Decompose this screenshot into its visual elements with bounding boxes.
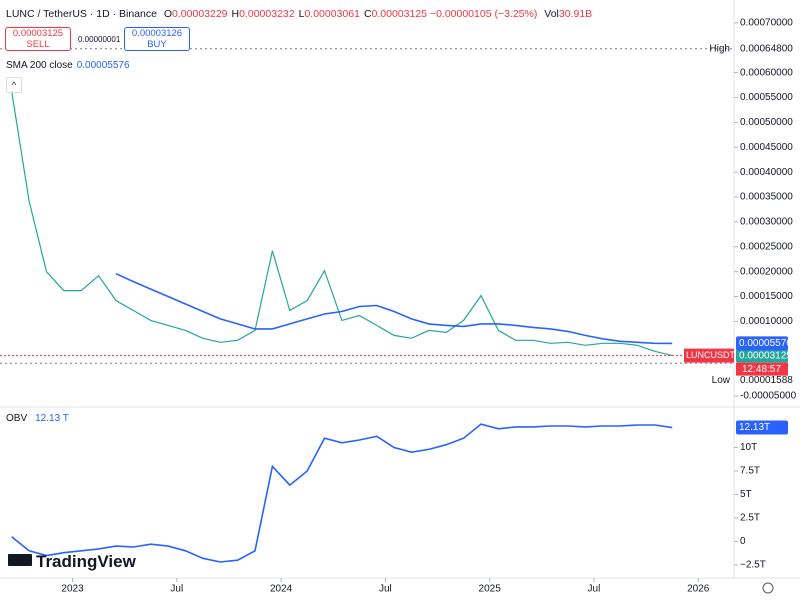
y-tick-label: 0.00035000 [740,192,793,203]
change: −0.00000105 (−3.25%) [429,8,538,20]
ohlc-key: H [231,8,240,20]
y-tick-label: 0.00020000 [740,266,793,277]
y-tick-label: 5T [740,489,752,500]
last-value-tag [736,420,788,435]
y-tick-label: 0.00070000 [740,18,793,29]
y-tick-label: 2.5T [740,513,760,524]
y-tick-label: 0 [740,536,746,547]
x-tick-label: Jul [379,584,392,595]
ohlc-key: C [363,8,372,20]
countdown-tag [736,362,788,376]
last-value-label: 12.13T [739,422,770,433]
collapse-button[interactable]: ^ [6,77,22,93]
high-label: High [709,43,730,54]
x-tick-label: 2026 [687,584,710,595]
y-tick-label: 0.00060000 [740,67,793,78]
indicator-name: SMA 200 close [6,60,73,71]
last-value-label: 0.00003125 [739,350,792,361]
volume-label: Vol [544,8,559,20]
settings-icon [762,582,774,594]
y-tick-label: 0.00010000 [740,316,793,327]
x-tick-label: 2023 [61,584,84,595]
logo [8,554,32,566]
ohlc-key: L [298,8,305,20]
series-line [11,91,673,357]
brand-name: TradingView [36,552,136,571]
ohlc-value: 0.00003229 [172,8,228,20]
y-tick-label: 0.00050000 [740,117,793,128]
series-line [115,272,673,345]
symbol-tag [684,348,734,363]
low-value: 0.00001588 [740,375,793,386]
y-tick-label: 0.00040000 [740,167,793,178]
buy-price: 0.00003126 [131,28,183,39]
y-tick-label: 0.00045000 [740,142,793,153]
ohlc-value: 0.00003061 [304,8,360,20]
y-tick-label: 0.00055000 [740,92,793,103]
buy-label: BUY [147,39,167,50]
ohlc-key: O [163,8,173,20]
obv-value: 12.13 T [35,413,69,424]
last-value-tag [736,348,788,363]
x-tick-label: Jul [588,584,601,595]
spread: 0.00000001 [78,35,121,44]
branding[interactable]: TradingView [8,552,136,572]
y-tick-label: 7.5T [740,466,760,477]
y-tick-label: 0.00015000 [740,291,793,302]
indicator-legend[interactable]: SMA 200 close 0.00005576 [6,60,130,71]
x-tick-label: 2024 [270,584,293,595]
obv-legend: OBV 12.13 T [6,413,69,424]
y-tick-label: −2.5T [740,560,766,571]
volume: 30.91B [558,8,593,20]
last-value-label: 0.00005576 [739,338,792,349]
symbol-tag-label: LUNCUSDT [686,350,736,360]
high-value: 0.00064800 [740,43,793,54]
ohlc: O0.00003229 H0.00003232 L0.00003061 C0.0000… [160,8,427,20]
ohlc-value: 0.00003125 [371,8,428,20]
countdown-label: 12:48:57 [742,364,781,375]
symbol[interactable]: LUNC / TetherUS · 1D · Binance [6,8,157,20]
obv-title: OBV [6,413,28,424]
low-label: Low [712,375,731,386]
indicator-value: 0.00005576 [76,60,130,71]
sell-label: SELL [26,39,50,50]
y-tick-label: 10T [740,442,757,453]
last-value-tag [736,336,788,351]
y-tick-label: 0.00030000 [740,217,793,228]
sell-button[interactable]: 0.00003125 SELL [5,27,71,51]
y-tick-label: 0.00025000 [740,241,793,252]
series-line [11,423,673,563]
symbol-header: LUNC / TetherUS · 1D · Binance O0.000032… [6,8,592,20]
y-tick-label: -0.00005000 [740,391,797,402]
ohlc-value: 0.00003232 [239,8,295,20]
x-tick-label: 2025 [479,584,502,595]
buy-button[interactable]: 0.00003126 BUY [124,27,190,51]
x-tick-label: Jul [170,584,183,595]
sell-price: 0.00003125 [12,28,64,39]
